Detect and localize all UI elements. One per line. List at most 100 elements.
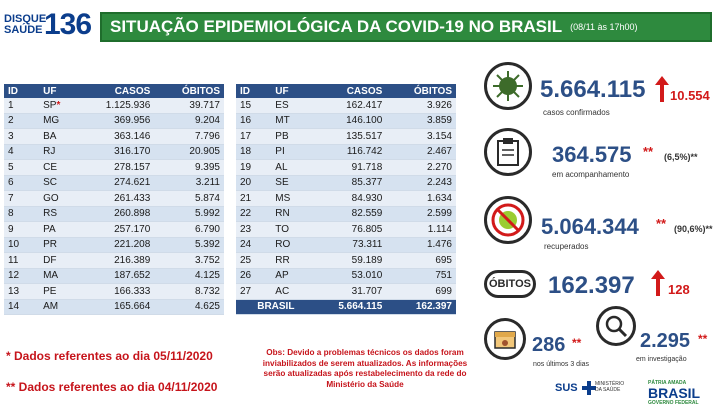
cell-id: 11 [4, 252, 40, 269]
cell-id: 12 [4, 268, 40, 284]
cell-id: 7 [4, 190, 40, 207]
table-row: 25 RR 59.189 695 [236, 252, 456, 269]
cell-deaths: 1.114 [386, 221, 456, 238]
table-row: 11 DF 216.389 3.752 [4, 252, 224, 269]
cell-deaths: 39.717 [154, 98, 224, 114]
table-row: 9 PA 257.170 6.790 [4, 221, 224, 238]
cell-deaths: 3.859 [386, 113, 456, 129]
observation-note: Obs: Devido a problemas técnicos os dado… [262, 348, 468, 389]
cell-uf: BA [39, 128, 84, 145]
cell-deaths: 7.796 [154, 128, 224, 145]
gov-sub: GOVERNO FEDERAL [648, 400, 699, 406]
table-row: 23 TO 76.805 1.114 [236, 221, 456, 238]
cell-id: 16 [236, 113, 272, 129]
cell-cases: 274.621 [83, 175, 155, 191]
table-row: 5 CE 278.157 9.395 [4, 159, 224, 176]
cell-deaths: 2.467 [386, 144, 456, 160]
cell-deaths: 1.634 [386, 190, 456, 207]
sus-logo: SUS [555, 381, 596, 395]
ministry-logo: MINISTÉRIO DA SAÚDE [595, 381, 625, 393]
table-row: 21 MS 84.930 1.634 [236, 190, 456, 207]
col-uf: UF [271, 84, 316, 98]
cell-cases: 31.707 [315, 283, 387, 300]
table-row: 10 PR 221.208 5.392 [4, 237, 224, 253]
col-id: ID [4, 84, 40, 98]
logo-line1: DISQUE [4, 13, 47, 25]
monitoring-percent: (6,5%)** [664, 152, 698, 162]
cell-cases: 1.125.936 [83, 98, 155, 114]
states-table-right: ID UF CASOS ÓBITOS 15 ES 162.417 3.926 16 MT 1… [236, 84, 456, 315]
cell-cases: 135.517 [315, 128, 387, 145]
virus-icon [484, 62, 532, 110]
cell-uf: DF [39, 252, 84, 269]
total-cases: 5.664.115 [315, 299, 387, 315]
cell-cases: 84.930 [315, 190, 387, 207]
cell-deaths: 2.243 [386, 175, 456, 191]
confirmed-label: casos confirmados [543, 108, 610, 117]
cell-uf: SP* [39, 98, 84, 114]
investigating-value: 2.295 [640, 330, 691, 352]
cell-id: 18 [236, 144, 272, 160]
cell-uf: ES [271, 98, 316, 114]
page-title: SITUAÇÃO EPIDEMIOLÓGICA DA COVID-19 NO B… [110, 17, 563, 36]
cell-cases: 85.377 [315, 175, 387, 191]
cell-deaths: 20.905 [154, 144, 224, 160]
gov-brasil: BRASIL [648, 385, 701, 401]
table-row: 22 RN 82.559 2.599 [236, 206, 456, 222]
table-row: 26 AP 53.010 751 [236, 268, 456, 284]
table-header: ID UF CASOS ÓBITOS [236, 84, 456, 98]
table-row: 15 ES 162.417 3.926 [236, 98, 456, 114]
cell-cases: 216.389 [83, 252, 155, 269]
recovered-value: 5.064.344 [541, 214, 639, 239]
arrow-up-icon [651, 270, 665, 296]
recovered-stars: ** [656, 216, 667, 231]
cell-uf: RR [271, 252, 316, 269]
cell-id: 1 [4, 98, 40, 114]
table-row: 14 AM 165.664 4.625 [4, 299, 224, 315]
col-cases: CASOS [315, 84, 387, 98]
col-id: ID [236, 84, 272, 98]
table-row: 20 SE 85.377 2.243 [236, 175, 456, 191]
cell-cases: 53.010 [315, 268, 387, 284]
cell-uf: AM [39, 299, 84, 315]
cell-cases: 187.652 [83, 268, 155, 284]
cell-deaths: 5.874 [154, 190, 224, 207]
col-cases: CASOS [83, 84, 155, 98]
cell-uf: MT [271, 113, 316, 129]
table-row: 1 SP* 1.125.936 39.717 [4, 98, 224, 114]
cell-id: 19 [236, 159, 272, 176]
table-row: 3 BA 363.146 7.796 [4, 128, 224, 145]
cell-id: 15 [236, 98, 272, 114]
cell-deaths: 5.392 [154, 237, 224, 253]
cell-uf: PI [271, 144, 316, 160]
cell-cases: 165.664 [83, 299, 155, 315]
states-table-left: ID UF CASOS ÓBITOS 1 SP* 1.125.936 39.717 2 M… [4, 84, 224, 315]
virus-crossed-icon [484, 196, 532, 244]
cell-uf: CE [39, 159, 84, 176]
cell-id: 22 [236, 206, 272, 222]
cell-uf: AC [271, 283, 316, 300]
cell-uf: RS [39, 206, 84, 222]
cell-uf: RJ [39, 144, 84, 160]
clipboard-icon [484, 128, 532, 176]
cell-uf: SC [39, 175, 84, 191]
table-row: 2 MG 369.956 9.204 [4, 113, 224, 129]
last3-value: 286 [532, 334, 566, 356]
col-uf: UF [39, 84, 84, 98]
table-row: 6 SC 274.621 3.211 [4, 175, 224, 191]
cell-deaths: 2.599 [386, 206, 456, 222]
table-row: 17 PB 135.517 3.154 [236, 128, 456, 145]
cell-deaths: 4.625 [154, 299, 224, 315]
cell-id: 17 [236, 128, 272, 145]
cell-cases: 260.898 [83, 206, 155, 222]
cell-cases: 73.311 [315, 237, 387, 253]
cell-uf: RO [271, 237, 316, 253]
cell-deaths: 8.732 [154, 283, 224, 300]
deaths-delta: 128 [668, 282, 690, 297]
table-row: 27 AC 31.707 699 [236, 283, 456, 300]
cell-uf: PE [39, 283, 84, 300]
cell-cases: 166.333 [83, 283, 155, 300]
cell-uf: AL [271, 159, 316, 176]
cell-uf: RN [271, 206, 316, 222]
col-deaths: ÓBITOS [154, 84, 224, 98]
